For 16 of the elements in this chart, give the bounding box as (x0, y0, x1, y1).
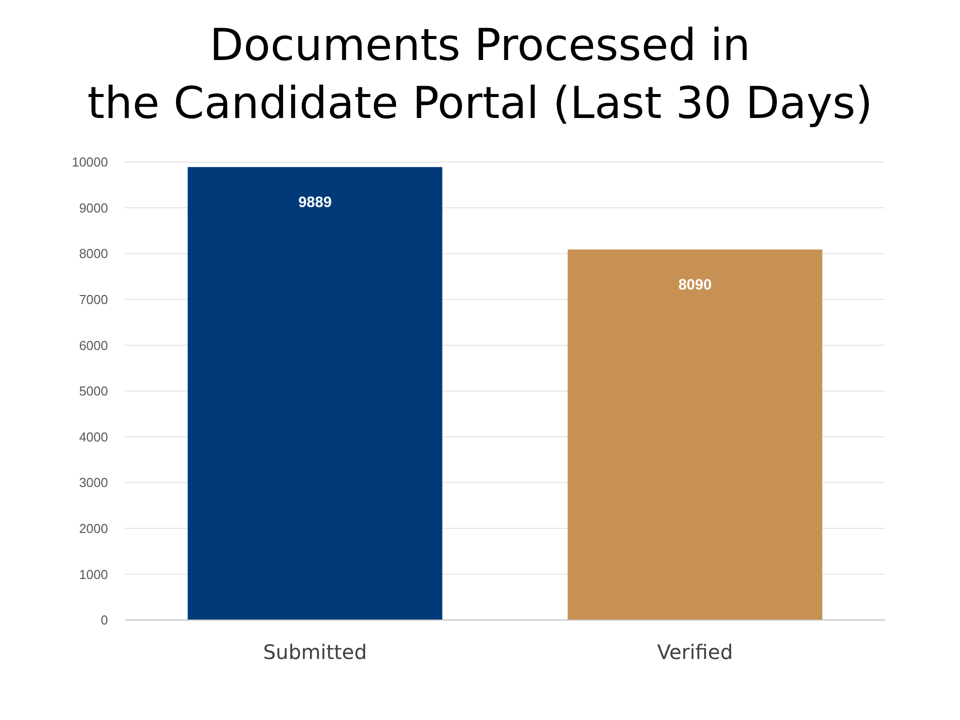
x-tick-label: Submitted (263, 640, 367, 664)
y-tick-label: 0 (100, 612, 108, 628)
chart-title: Documents Processed in the Candidate Portal (Last 30 Days) (87, 20, 873, 129)
data-label: 9889 (298, 194, 332, 212)
y-tick-label: 8000 (79, 246, 108, 262)
y-tick-label: 2000 (79, 520, 108, 536)
y-tick-label: 7000 (79, 292, 108, 307)
y-tick-label: 5000 (79, 384, 108, 399)
y-tick-label: 3000 (79, 475, 108, 490)
y-tick-label: 9000 (79, 200, 108, 216)
data-label: 8090 (678, 276, 712, 294)
y-tick-label: 10000 (72, 154, 108, 170)
x-tick-label: Verified (657, 640, 733, 664)
y-tick-label: 1000 (79, 566, 108, 582)
y-tick-label: 4000 (79, 429, 108, 444)
y-tick-label: 6000 (79, 338, 108, 353)
